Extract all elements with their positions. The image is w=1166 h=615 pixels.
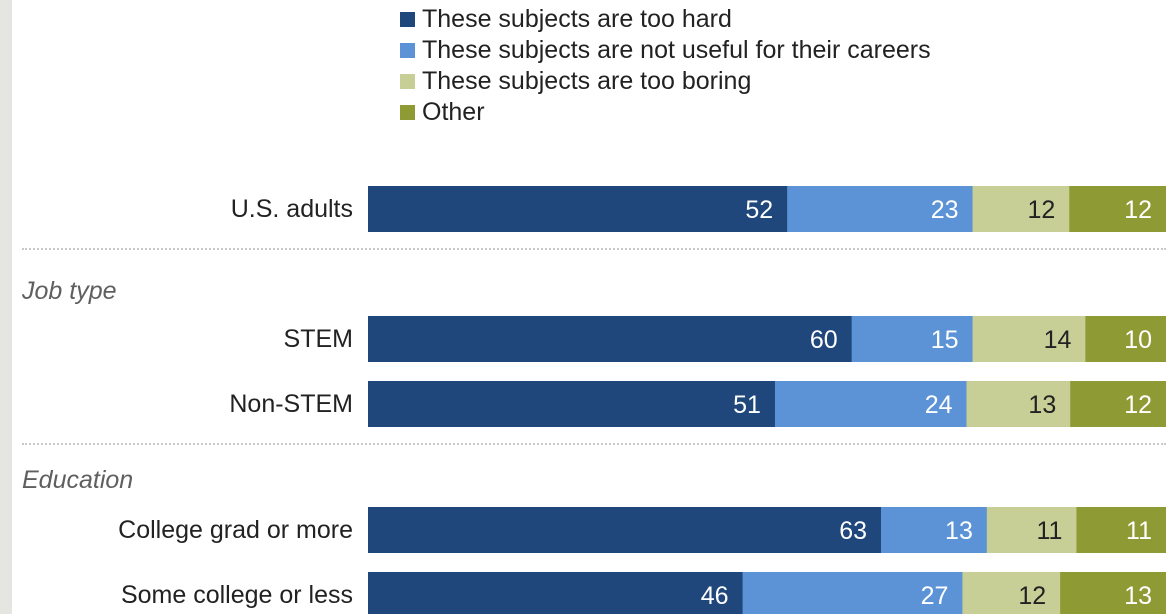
value-label-non-stem-not-useful: 24 [925, 391, 953, 419]
bar-college-grad-hard [368, 507, 882, 553]
value-label-non-stem-boring: 13 [1028, 391, 1056, 419]
bar-some-college-hard [368, 572, 743, 614]
value-label-non-stem-hard: 51 [733, 391, 761, 419]
value-label-stem-boring: 14 [1044, 326, 1072, 354]
value-label-college-grad-not-useful: 13 [945, 517, 973, 545]
value-label-some-college-not-useful: 27 [921, 582, 949, 610]
value-label-us-adults-boring: 12 [1027, 196, 1055, 224]
bar-college-grad-other [1076, 507, 1166, 553]
bar-non-stem-hard [368, 381, 775, 427]
value-label-some-college-boring: 12 [1018, 582, 1046, 610]
value-label-us-adults-not-useful: 23 [931, 196, 959, 224]
value-label-stem-not-useful: 15 [931, 326, 959, 354]
bar-stem-hard [368, 316, 852, 362]
value-label-stem-hard: 60 [810, 326, 838, 354]
value-label-some-college-other: 13 [1124, 582, 1152, 610]
value-label-college-grad-other: 11 [1126, 517, 1152, 545]
value-label-college-grad-boring: 11 [1036, 517, 1062, 545]
value-label-some-college-hard: 46 [701, 582, 729, 610]
bar-us-adults-hard [368, 186, 788, 232]
value-label-us-adults-other: 12 [1124, 196, 1152, 224]
value-label-college-grad-hard: 63 [839, 517, 867, 545]
value-label-us-adults-hard: 52 [745, 196, 773, 224]
bar-college-grad-boring [987, 507, 1077, 553]
value-label-non-stem-other: 12 [1124, 391, 1152, 419]
value-label-stem-other: 10 [1124, 326, 1152, 354]
